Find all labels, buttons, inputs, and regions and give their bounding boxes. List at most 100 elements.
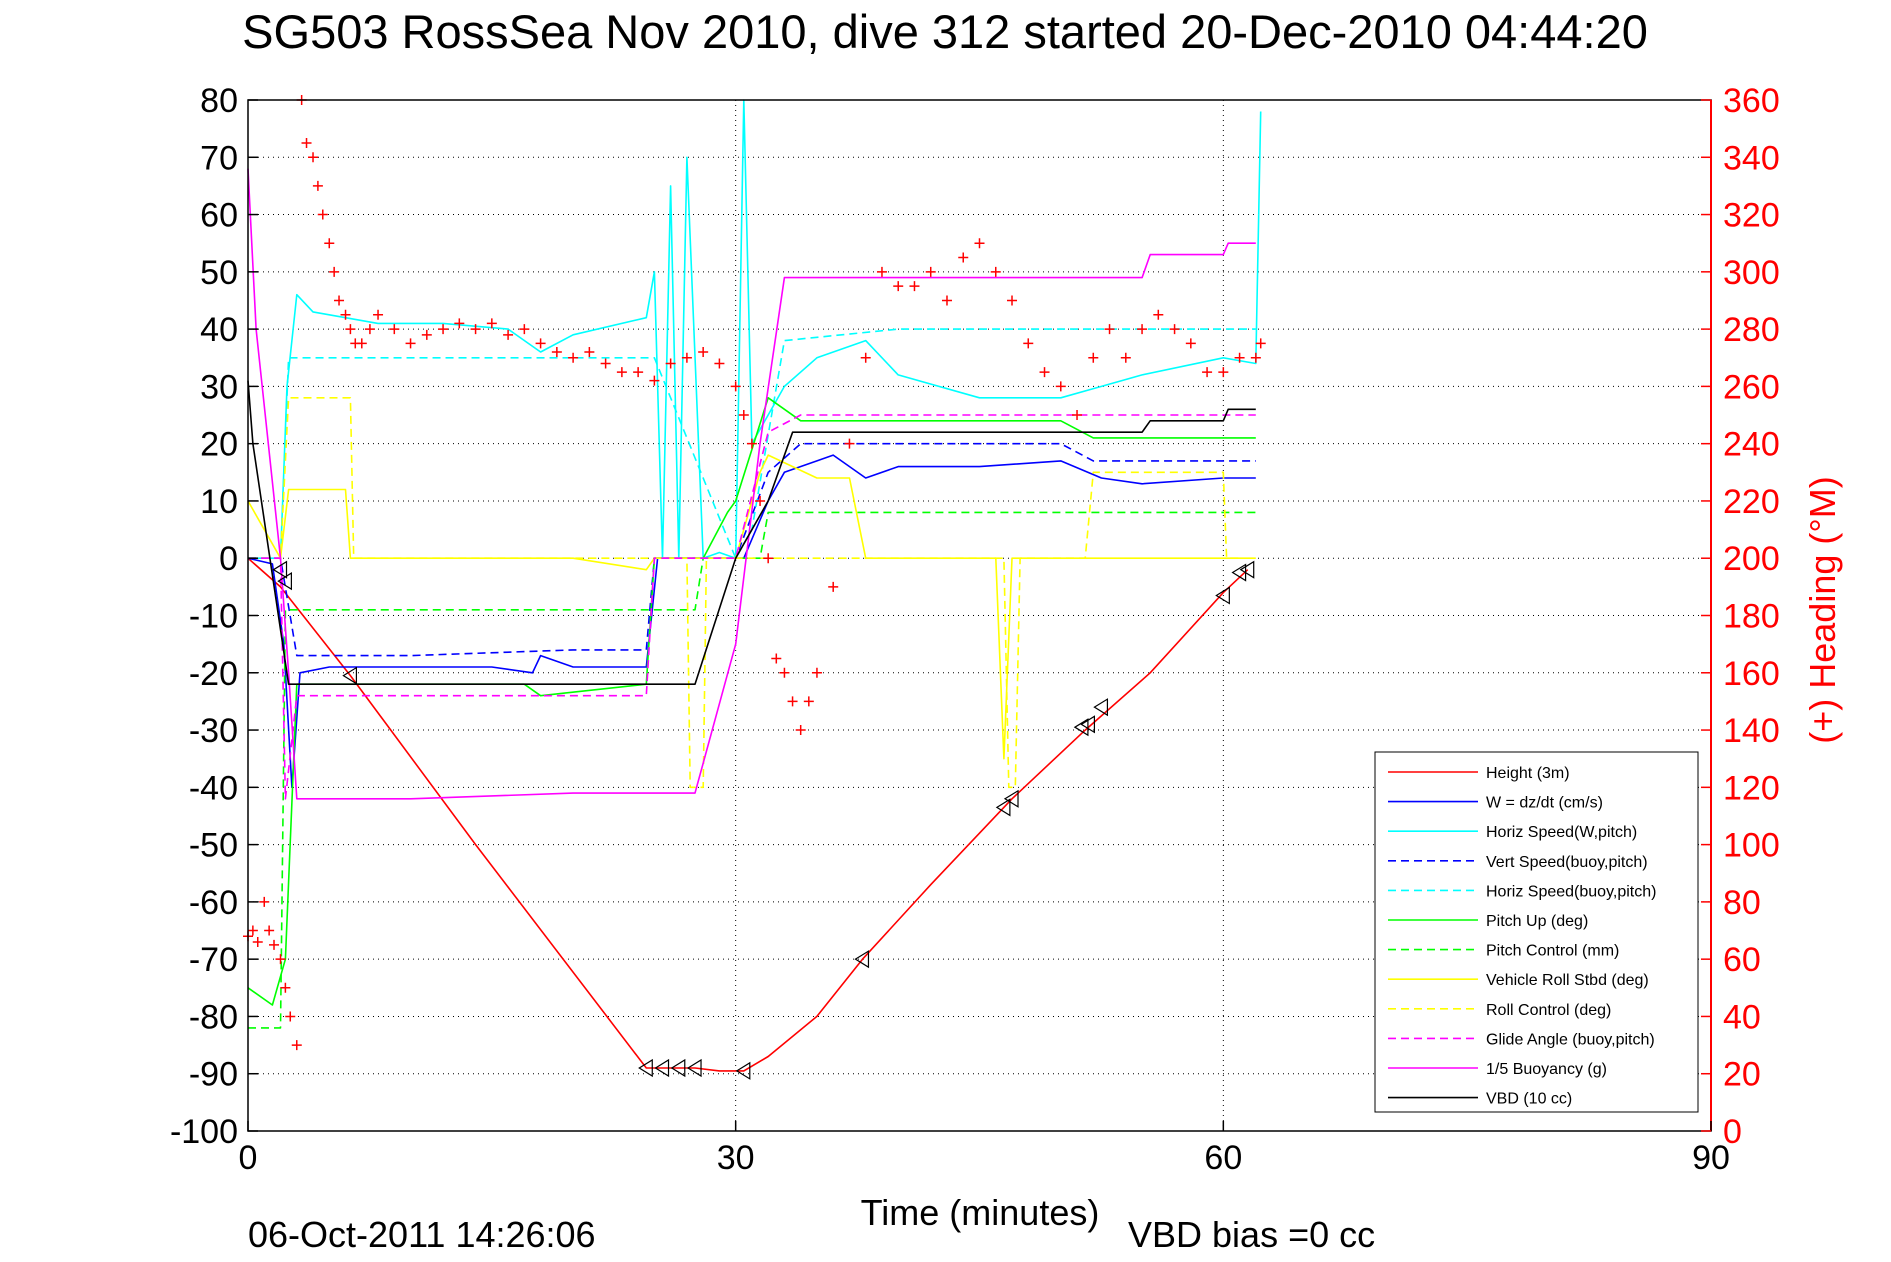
heading-point [421, 329, 432, 340]
triangle-marker [638, 1058, 653, 1078]
heading-point [925, 266, 936, 277]
heading-point [665, 358, 676, 369]
y-tick-label: -30 [189, 712, 238, 750]
heading-point [779, 667, 790, 678]
right-y-tick-label: 220 [1723, 483, 1780, 521]
y-tick-label: 70 [200, 139, 238, 177]
right-y-tick-label: 0 [1723, 1113, 1742, 1151]
heading-point [1007, 295, 1018, 306]
heading-point [568, 352, 579, 363]
triangle-marker [1003, 789, 1019, 808]
heading-point [681, 352, 692, 363]
heading-point [803, 696, 814, 707]
y-tick-label: 10 [200, 483, 238, 521]
heading-point [844, 438, 855, 449]
heading-point [291, 1040, 302, 1051]
plot-series [247, 99, 1262, 1072]
right-y-tick-label: 120 [1723, 769, 1780, 807]
y-tick-label: 20 [200, 426, 238, 464]
triangle-marker [1093, 698, 1109, 717]
triangle-marker [735, 1061, 751, 1080]
heading-point [958, 252, 969, 263]
heading-point [1218, 367, 1229, 378]
y-tick-label: 60 [200, 197, 238, 235]
heading-point [1039, 367, 1050, 378]
heading-point [317, 209, 328, 220]
heading-point [252, 936, 263, 947]
heading-point [389, 324, 400, 335]
triangle-marker [1073, 718, 1089, 737]
x-axis-label: Time (minutes) [861, 1192, 1100, 1233]
heading-point [1153, 309, 1164, 320]
heading-point [454, 318, 465, 329]
series-line-0 [247, 557, 1249, 1072]
heading-point [698, 347, 709, 358]
heading-point [301, 137, 312, 148]
heading-point [1169, 324, 1180, 335]
heading-point [312, 180, 323, 191]
y-tick-label: -80 [189, 998, 238, 1036]
triangle-markers [272, 560, 1255, 1080]
heading-point [1088, 352, 1099, 363]
heading-point [324, 238, 335, 249]
heading-point [616, 367, 627, 378]
heading-point [1185, 338, 1196, 349]
heading-point [334, 295, 345, 306]
heading-point [373, 309, 384, 320]
heading-point [771, 653, 782, 664]
heading-point [600, 358, 611, 369]
heading-point [649, 375, 660, 386]
heading-point [974, 238, 985, 249]
y-tick-label: -40 [189, 769, 238, 807]
triangle-marker [686, 1058, 702, 1078]
right-y-tick-label: 160 [1723, 655, 1780, 693]
heading-point [1072, 410, 1083, 421]
heading-point [356, 338, 367, 349]
heading-point [763, 553, 774, 564]
right-y-tick-label: 260 [1723, 368, 1780, 406]
heading-markers [243, 95, 1266, 1051]
heading-point [247, 925, 258, 936]
legend-label-0: Height (3m) [1486, 765, 1570, 782]
y-tick-label: -10 [189, 598, 238, 636]
y-tick-label: 80 [200, 82, 238, 120]
y-tick-label: 40 [200, 311, 238, 349]
triangle-marker [1080, 715, 1096, 734]
heading-point [1255, 338, 1266, 349]
triangle-marker [854, 950, 870, 969]
series-line-10 [247, 168, 1256, 800]
heading-point [438, 324, 449, 335]
triangle-marker [995, 798, 1011, 817]
chart-title: SG503 RossSea Nov 2010, dive 312 started… [242, 5, 1648, 58]
right-y-tick-label: 200 [1723, 540, 1780, 578]
heading-point [730, 381, 741, 392]
heading-point [876, 266, 887, 277]
y-tick-label: 50 [200, 254, 238, 292]
heading-point [1104, 324, 1115, 335]
x-axis-ticks: 0 30 60 90 [239, 1121, 1730, 1177]
triangle-marker [654, 1058, 670, 1078]
y-tick-label: -20 [189, 655, 238, 693]
legend-label-9: Glide Angle (buoy,pitch) [1486, 1031, 1655, 1048]
right-y-tick-label: 320 [1723, 197, 1780, 235]
right-y-tick-label: 180 [1723, 598, 1780, 636]
x-tick-label: 60 [1204, 1139, 1242, 1177]
heading-point [269, 939, 280, 950]
heading-point [860, 352, 871, 363]
heading-point [275, 954, 286, 965]
heading-point [1055, 381, 1066, 392]
series-line-7 [247, 454, 1256, 760]
y-axis-ticks: -100-90-80-70-60-50-40-30-20-10010203040… [170, 82, 258, 1151]
legend-label-1: W = dz/dt (cm/s) [1486, 795, 1603, 812]
y-tick-label: -100 [170, 1113, 238, 1151]
heading-point [329, 266, 340, 277]
legend-label-5: Pitch Up (deg) [1486, 913, 1588, 930]
heading-point [340, 309, 351, 320]
heading-point [486, 318, 497, 329]
x-tick-label: 90 [1692, 1139, 1730, 1177]
right-y-tick-label: 300 [1723, 254, 1780, 292]
footer-timestamp: 06-Oct-2011 14:26:06 [248, 1214, 596, 1255]
heading-point [1250, 352, 1261, 363]
series-line-6 [248, 511, 1256, 1029]
triangle-marker [1215, 586, 1230, 605]
